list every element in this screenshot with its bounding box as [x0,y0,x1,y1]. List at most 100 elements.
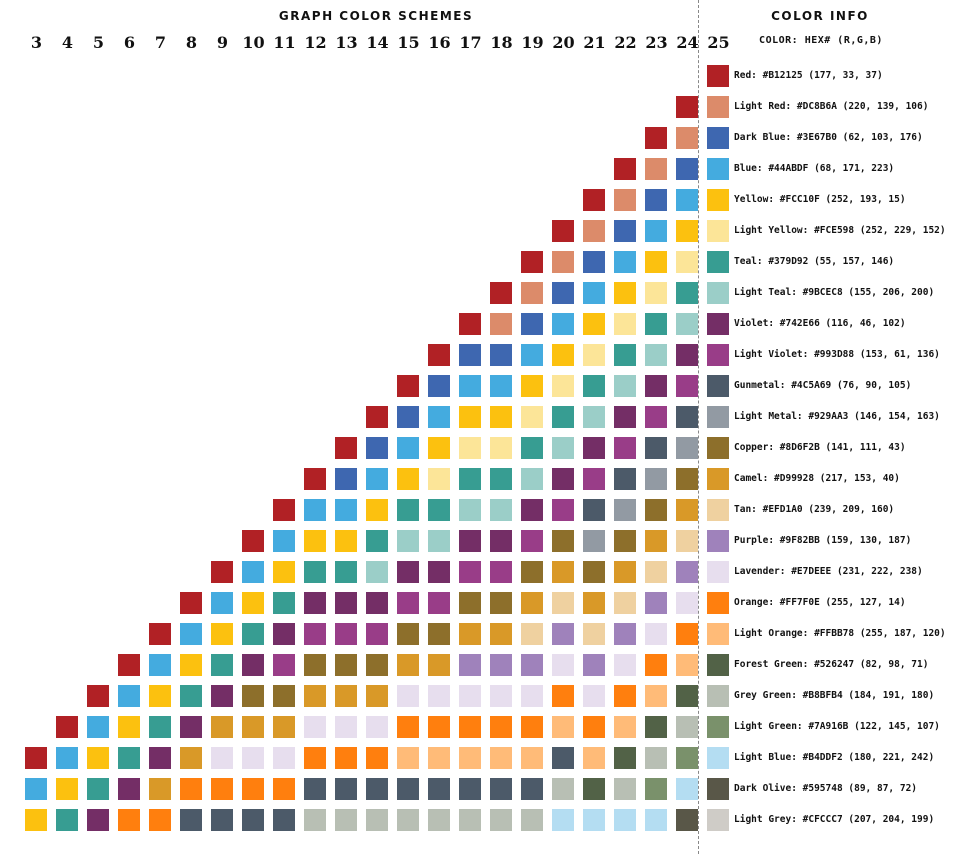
color-swatch [180,809,202,831]
color-swatch [242,623,264,645]
color-swatch [521,809,543,831]
color-swatch [149,623,171,645]
color-swatch [614,220,636,242]
color-swatch [397,685,419,707]
color-swatch [366,623,388,645]
color-swatch [614,592,636,614]
color-swatch [676,747,698,769]
color-swatch [614,778,636,800]
color-swatch [552,654,574,676]
color-swatch [428,406,450,428]
color-swatch [335,716,357,738]
color-info-label: Light Metal: #929AA3 (146, 154, 163) [734,411,940,422]
color-swatch [490,623,512,645]
color-swatch [583,220,605,242]
color-swatch [242,530,264,552]
color-swatch [707,189,729,211]
color-swatch [645,344,667,366]
color-swatch [459,406,481,428]
color-swatch [521,716,543,738]
color-swatch [490,685,512,707]
color-swatch [521,778,543,800]
color-swatch [490,344,512,366]
color-swatch [25,778,47,800]
color-swatch [521,747,543,769]
color-swatch [428,592,450,614]
color-swatch [583,747,605,769]
color-swatch [707,654,729,676]
color-swatch [211,592,233,614]
color-swatch [490,406,512,428]
color-swatch [366,468,388,490]
color-info-label: Orange: #FF7F0E (255, 127, 14) [734,597,906,608]
column-label: 16 [428,33,451,52]
color-swatch [707,809,729,831]
color-swatch [242,685,264,707]
color-swatch [211,747,233,769]
color-info-label: Dark Blue: #3E67B0 (62, 103, 176) [734,132,923,143]
color-swatch [273,778,295,800]
color-swatch [583,592,605,614]
color-swatch [614,282,636,304]
color-swatch [645,592,667,614]
color-swatch [273,623,295,645]
color-swatch [459,778,481,800]
color-swatch [397,437,419,459]
color-swatch [459,623,481,645]
color-swatch [242,778,264,800]
color-swatch [583,189,605,211]
color-swatch [87,809,109,831]
color-info-label: Light Teal: #9BCEC8 (155, 206, 200) [734,287,935,298]
color-info-label: Red: #B12125 (177, 33, 37) [734,70,883,81]
color-swatch [366,592,388,614]
color-swatch [645,251,667,273]
color-swatch [645,313,667,335]
color-swatch [118,778,140,800]
color-swatch [676,809,698,831]
column-label: 7 [154,33,167,52]
color-swatch [583,778,605,800]
color-swatch [87,716,109,738]
color-swatch [118,747,140,769]
color-swatch [273,654,295,676]
color-swatch [676,530,698,552]
color-swatch [676,437,698,459]
color-swatch [335,468,357,490]
color-swatch [273,592,295,614]
color-swatch [552,437,574,459]
color-swatch [459,654,481,676]
color-swatch [645,561,667,583]
color-info-label: Dark Olive: #595748 (89, 87, 72) [734,783,918,794]
color-swatch [459,313,481,335]
color-swatch [490,592,512,614]
color-swatch [397,654,419,676]
color-swatch [428,530,450,552]
color-swatch [459,344,481,366]
color-swatch [242,809,264,831]
color-swatch [211,778,233,800]
color-swatch [459,592,481,614]
color-swatch [676,375,698,397]
color-swatch [366,561,388,583]
color-swatch [614,406,636,428]
color-swatch [614,623,636,645]
color-swatch [645,220,667,242]
color-swatch [335,592,357,614]
color-swatch [614,499,636,521]
color-swatch [521,406,543,428]
color-info-label: Light Red: #DC8B6A (220, 139, 106) [734,101,929,112]
color-swatch [56,778,78,800]
color-swatch [490,561,512,583]
column-label: 21 [583,33,606,52]
color-swatch [707,592,729,614]
color-swatch [583,282,605,304]
color-swatch [459,747,481,769]
color-info-label: Violet: #742E66 (116, 46, 102) [734,318,906,329]
color-swatch [583,406,605,428]
color-swatch [707,499,729,521]
color-swatch [366,716,388,738]
color-swatch [676,778,698,800]
color-swatch [583,313,605,335]
color-swatch [490,313,512,335]
color-swatch [304,592,326,614]
